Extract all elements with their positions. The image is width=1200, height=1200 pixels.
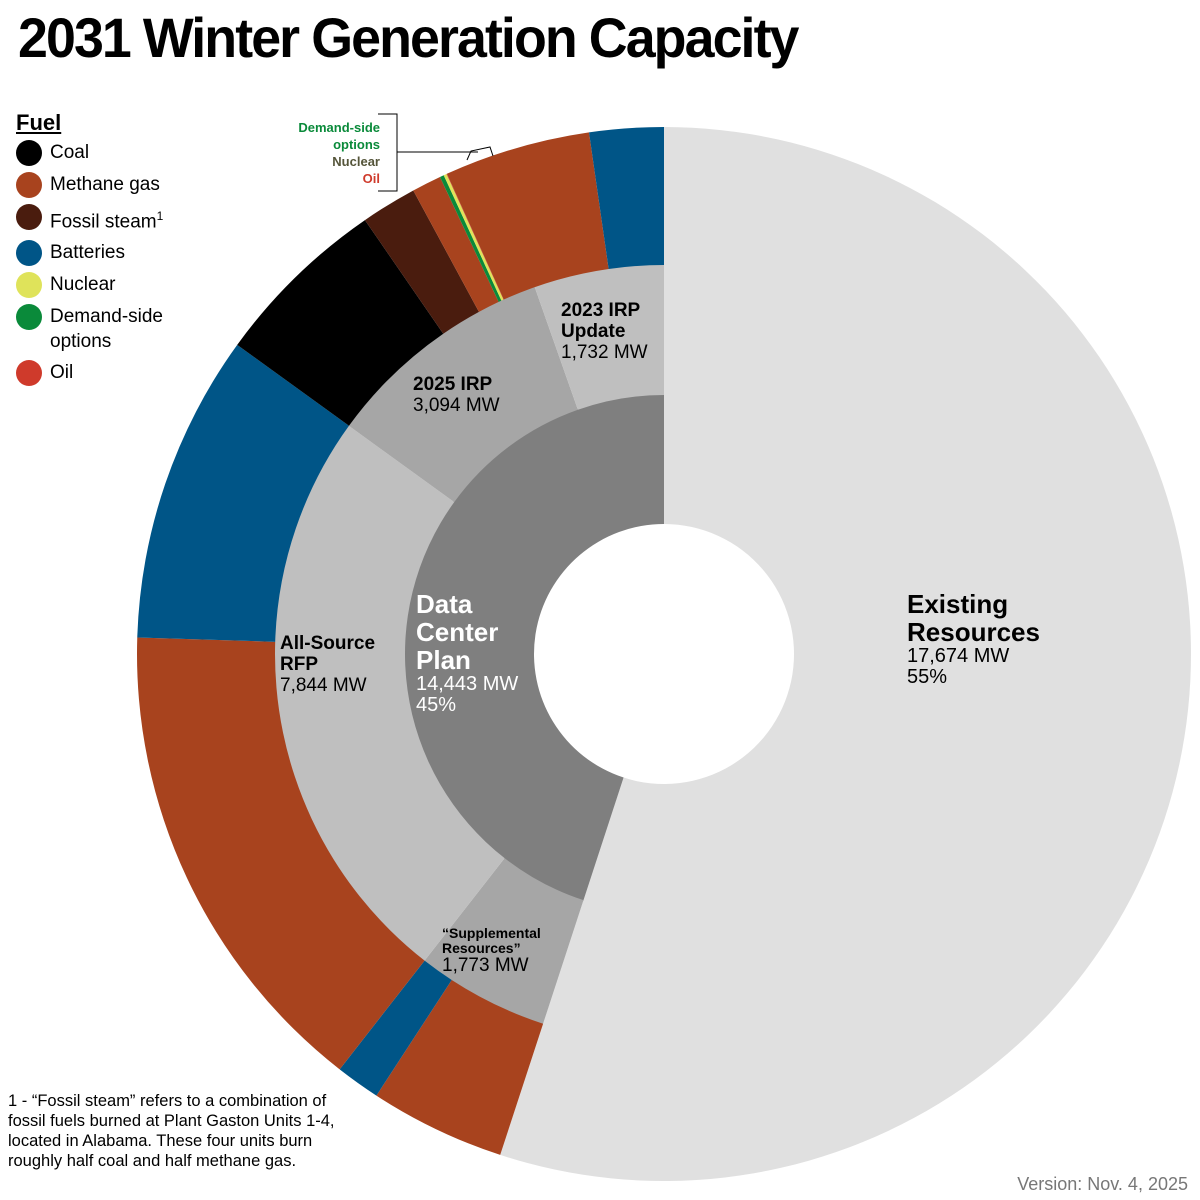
coal-swatch-icon bbox=[16, 140, 42, 166]
segment-fuel-methane-gas bbox=[136, 637, 425, 1070]
segment-fuel-fossil-steam bbox=[364, 190, 479, 334]
segment-fuel-methane-gas bbox=[446, 132, 609, 300]
oil-swatch-icon bbox=[16, 360, 42, 387]
segment-all-source-rfp bbox=[274, 425, 505, 962]
callout-bracket bbox=[378, 113, 494, 192]
legend-item-batteries: Batteries bbox=[16, 240, 180, 267]
segment-fuel-demand-side-options bbox=[439, 175, 502, 302]
legend-item-nuclear: Nuclear bbox=[16, 272, 180, 299]
label-all-source-rfp: All-Source RFP 7,844 MW bbox=[280, 633, 376, 696]
legend-item-fossil-steam: Fossil steam1 bbox=[16, 204, 180, 234]
segment-fuel-nuclear bbox=[443, 173, 504, 301]
methane-swatch-icon bbox=[16, 172, 42, 198]
segment-fuel-batteries bbox=[588, 127, 664, 269]
label-2025-irp: 2025 IRP 3,094 MW bbox=[413, 374, 500, 416]
label-supplemental-resources: “Supplemental Resources” 1,773 MW bbox=[442, 925, 541, 976]
segment-2025-irp bbox=[348, 286, 578, 503]
segment-fuel-oil bbox=[446, 173, 504, 300]
label-2023-irp-update: 2023 IRP Update 1,732 MW bbox=[561, 300, 648, 363]
legend-item-demand-side: Demand-side options bbox=[16, 304, 180, 354]
fossil-steam-swatch-icon bbox=[16, 204, 42, 230]
segment-fuel-batteries bbox=[137, 344, 349, 642]
footnote: 1 - “Fossil steam” refers to a combinati… bbox=[8, 1092, 335, 1170]
batteries-swatch-icon bbox=[16, 240, 42, 267]
legend-item-coal: Coal bbox=[16, 140, 180, 166]
fuel-legend: Fuel Coal Methane gas Fossil steam1 Batt… bbox=[16, 110, 180, 392]
legend-title: Fuel bbox=[16, 110, 62, 135]
segment-existing-resources bbox=[500, 127, 1191, 1181]
segment-2023-irp-update bbox=[534, 264, 664, 410]
legend-item-oil: Oil bbox=[16, 360, 180, 387]
nuclear-swatch-icon bbox=[16, 272, 42, 299]
label-existing-resources: Existing Resources 17,674 MW 55% bbox=[907, 589, 1040, 688]
label-data-center-plan: Data Center Plan 14,443 MW 45% bbox=[416, 589, 519, 716]
segment-fuel-methane-gas bbox=[376, 979, 544, 1155]
legend-item-methane: Methane gas bbox=[16, 172, 180, 198]
demand-side-swatch-icon bbox=[16, 304, 42, 331]
chart-title: 2031 Winter Generation Capacity bbox=[18, 6, 799, 69]
segment-fuel-coal bbox=[237, 220, 444, 426]
segment-fuel-batteries bbox=[339, 960, 452, 1096]
segment-supplemental-resources bbox=[423, 858, 584, 1025]
version-label: Version: Nov. 4, 2025 bbox=[1017, 1174, 1188, 1194]
segment-fuel-methane-gas bbox=[413, 176, 499, 312]
segment-data-center-plan bbox=[404, 394, 664, 902]
small-segments-callout: Demand-side options Nuclear Oil bbox=[298, 120, 380, 186]
